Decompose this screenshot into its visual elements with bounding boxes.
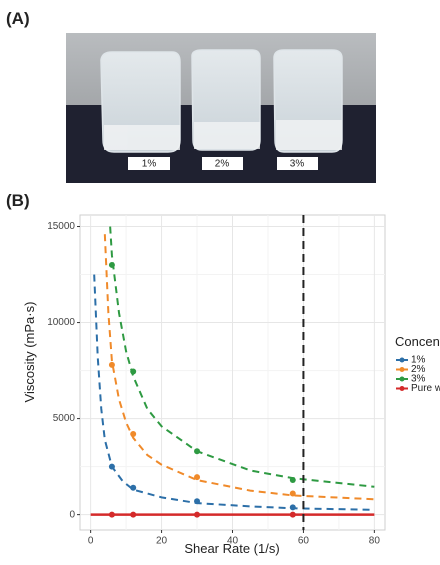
legend-label: Pure water [411, 383, 440, 394]
data-point [108, 361, 115, 368]
legend-key [399, 367, 405, 372]
data-point [194, 498, 201, 505]
legend-key [399, 386, 405, 391]
y-tick-label: 15000 [47, 221, 75, 232]
data-point [194, 474, 201, 481]
data-point [194, 511, 201, 518]
data-point [130, 511, 137, 518]
y-axis-title: Viscosity (mPa·s) [22, 302, 37, 403]
panel-label: (A) [6, 9, 30, 28]
data-point [130, 368, 137, 375]
beaker-label: 1% [142, 159, 157, 170]
fit-curve [103, 234, 375, 501]
data-point [130, 430, 137, 437]
beaker-label: 2% [215, 159, 230, 170]
data-point [194, 448, 201, 455]
legend-key [399, 376, 405, 382]
data-point [289, 477, 296, 484]
fit-curve [93, 274, 375, 511]
data-point [289, 504, 296, 511]
photo: 1% 2% 3% [66, 33, 376, 183]
data-point [108, 463, 115, 470]
legend-label: 3% [411, 374, 426, 385]
y-tick-label: 5000 [53, 413, 76, 424]
x-axis-title: Shear Rate (1/s) [184, 541, 279, 556]
x-tick-label: 20 [156, 536, 168, 547]
legend-key [399, 357, 405, 363]
data-point [289, 490, 296, 497]
x-tick-label: 0 [88, 536, 94, 547]
x-tick-label: 40 [227, 536, 239, 547]
fit-curve [109, 226, 375, 488]
x-tick-label: 80 [369, 536, 381, 547]
data-point [108, 261, 115, 268]
data-point [289, 511, 296, 518]
legend-label: 2% [411, 364, 426, 375]
legend-title: Concentration [395, 334, 440, 349]
y-tick-label: 0 [69, 509, 75, 520]
data-point [108, 511, 115, 518]
beaker-label: 3% [290, 159, 305, 170]
legend-label: 1% [411, 355, 426, 366]
x-tick-label: 60 [298, 536, 310, 547]
data-point [130, 484, 137, 491]
panel-label: (B) [6, 191, 30, 210]
y-tick-label: 10000 [47, 317, 75, 328]
